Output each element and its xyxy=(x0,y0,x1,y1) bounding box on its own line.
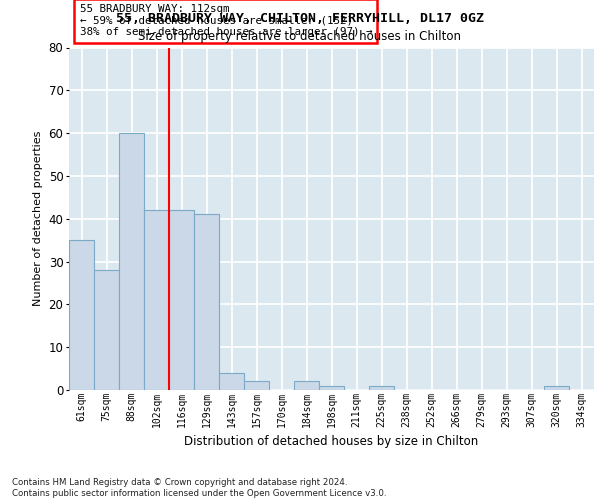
X-axis label: Distribution of detached houses by size in Chilton: Distribution of detached houses by size … xyxy=(184,435,479,448)
Y-axis label: Number of detached properties: Number of detached properties xyxy=(33,131,43,306)
Text: Contains HM Land Registry data © Crown copyright and database right 2024.
Contai: Contains HM Land Registry data © Crown c… xyxy=(12,478,386,498)
Bar xyxy=(244,382,269,390)
Bar xyxy=(69,240,94,390)
Bar xyxy=(194,214,219,390)
Bar xyxy=(169,210,194,390)
Bar xyxy=(319,386,344,390)
Text: 55, BRADBURY WAY, CHILTON, FERRYHILL, DL17 0GZ: 55, BRADBURY WAY, CHILTON, FERRYHILL, DL… xyxy=(116,12,484,26)
Bar xyxy=(219,373,244,390)
Bar xyxy=(119,133,144,390)
Text: Size of property relative to detached houses in Chilton: Size of property relative to detached ho… xyxy=(139,30,461,43)
Bar xyxy=(94,270,119,390)
Bar xyxy=(544,386,569,390)
Text: 55 BRADBURY WAY: 112sqm
← 59% of detached houses are smaller (152)
38% of semi-d: 55 BRADBURY WAY: 112sqm ← 59% of detache… xyxy=(79,4,372,37)
Bar xyxy=(144,210,169,390)
Bar xyxy=(369,386,394,390)
Bar xyxy=(294,382,319,390)
